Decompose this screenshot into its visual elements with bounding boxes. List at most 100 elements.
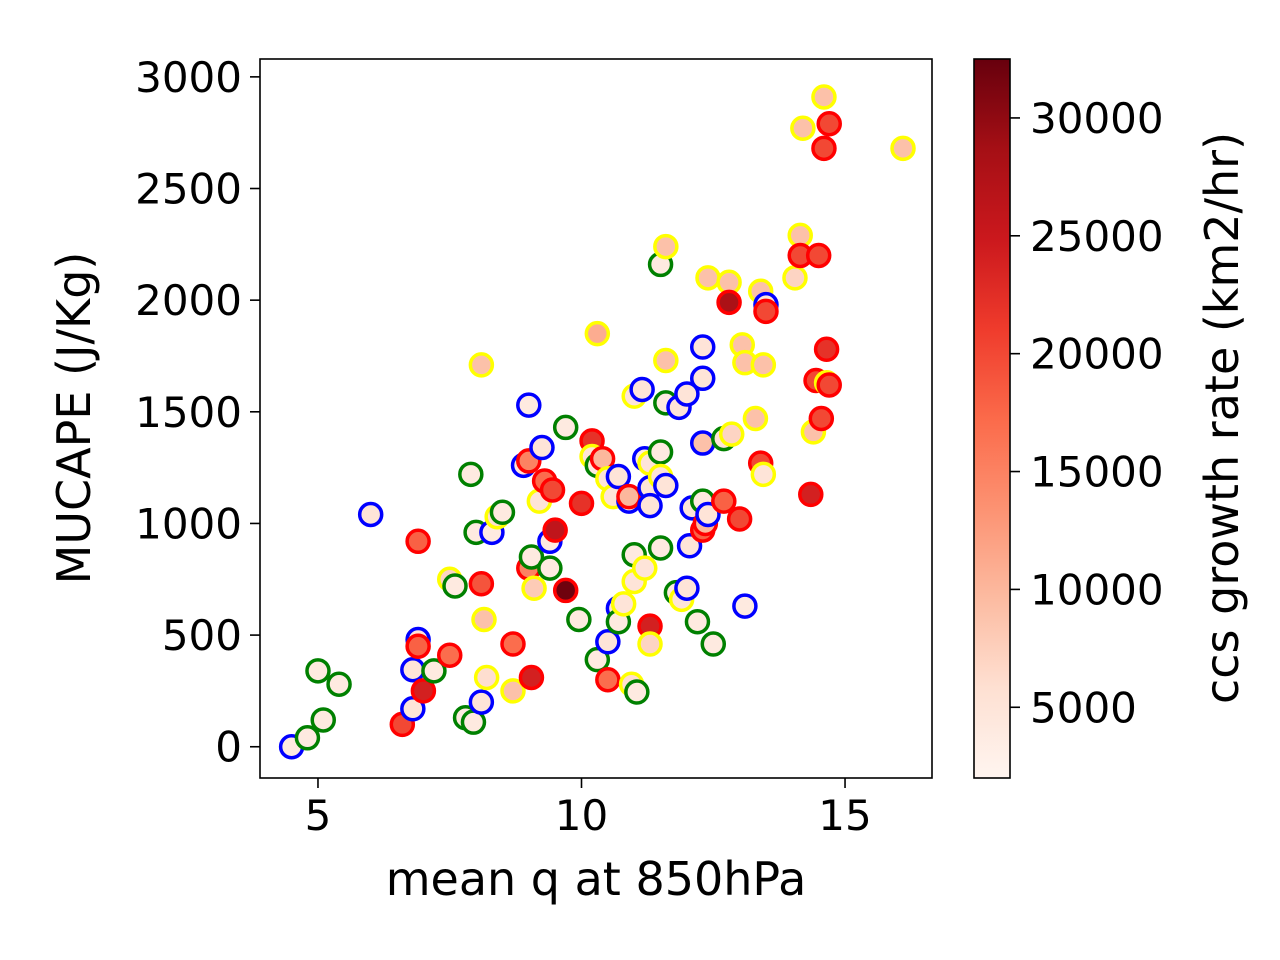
scatter-point xyxy=(653,347,679,374)
scatter-point xyxy=(473,664,500,691)
scatter-point xyxy=(695,501,721,528)
colorbar-ticks: 5000 10000 15000 20000 25000 30000 xyxy=(1010,94,1164,732)
scatter-point xyxy=(750,352,777,378)
scatter-point xyxy=(537,555,563,581)
y-axis: 0 500 1000 1500 2000 2500 3000 xyxy=(135,53,260,772)
scatter-point xyxy=(689,365,716,392)
scatter-point xyxy=(595,629,621,655)
colorbar-label: ccs growth rate (km2/hr) xyxy=(1195,132,1249,704)
scatter-point xyxy=(695,265,721,291)
scatter-point xyxy=(684,608,711,635)
scatter-point xyxy=(529,434,555,461)
y-tick-label: 0 xyxy=(215,723,242,772)
scatter-point xyxy=(400,656,426,683)
scatter-point xyxy=(357,501,384,528)
scatter-point xyxy=(674,381,700,407)
scatter-point xyxy=(310,707,336,733)
scatter-point xyxy=(750,461,777,488)
scatter-point xyxy=(782,265,808,291)
y-tick-label: 3000 xyxy=(135,53,242,102)
scatter-point xyxy=(624,679,650,705)
scatter-point xyxy=(610,591,637,617)
scatter-point xyxy=(653,472,679,499)
y-tick-label: 2000 xyxy=(135,276,242,325)
colorbar: 5000 10000 15000 20000 25000 30000 ccs growth… xyxy=(973,58,1249,779)
y-tick-label: 1500 xyxy=(135,388,242,437)
scatter-point xyxy=(632,555,658,581)
scatter-point xyxy=(637,631,663,657)
colorbar-tick-label: 15000 xyxy=(1030,448,1164,497)
scatter-point xyxy=(742,405,769,432)
x-tick-label: 5 xyxy=(305,791,332,840)
scatter-point xyxy=(436,642,463,668)
colorbar-tick-label: 20000 xyxy=(1030,330,1164,379)
scatter-point xyxy=(629,376,655,403)
scatter-point xyxy=(521,575,547,601)
scatter-point xyxy=(294,725,321,751)
scatter-point xyxy=(566,606,592,633)
y-tick-label: 500 xyxy=(162,611,242,660)
scatter-point xyxy=(813,336,840,363)
scatter-point xyxy=(405,528,431,555)
plot-area xyxy=(259,58,933,779)
scatter-point xyxy=(637,492,663,519)
scatter-point xyxy=(711,488,737,514)
scatter-point xyxy=(811,84,837,110)
scatter-point xyxy=(718,421,745,447)
colorbar-frame xyxy=(973,58,1011,779)
scatter-point xyxy=(516,392,542,418)
scatter-point xyxy=(542,517,568,543)
scatter-point xyxy=(726,506,753,532)
y-tick-label: 1000 xyxy=(135,499,242,548)
scatter-point xyxy=(568,490,595,517)
x-tick-label: 15 xyxy=(818,791,871,840)
scatter-point xyxy=(732,593,758,619)
scatter-point xyxy=(647,439,674,465)
scatter-point xyxy=(605,463,632,490)
scatter-point xyxy=(790,115,816,141)
scatter-point xyxy=(890,135,916,162)
colorbar-tick-label: 30000 xyxy=(1030,94,1164,143)
scatter-point xyxy=(552,414,579,441)
scatter-point xyxy=(584,320,611,347)
scatter-point xyxy=(716,289,742,316)
x-axis-label: mean q at 850hPa xyxy=(386,852,807,906)
scatter-point xyxy=(442,573,468,599)
plot-frame xyxy=(259,58,933,779)
scatter-point xyxy=(552,577,579,604)
scatter-point xyxy=(410,678,437,704)
scatter-point xyxy=(689,430,716,456)
scatter-point xyxy=(816,111,842,137)
scatter-point xyxy=(326,671,352,697)
scatter-point xyxy=(816,372,842,398)
scatter-point xyxy=(808,405,835,432)
colorbar-gradient xyxy=(974,59,1010,778)
y-tick-label: 2500 xyxy=(135,165,242,214)
scatter-point xyxy=(471,606,497,633)
scatter-point xyxy=(647,535,674,561)
scatter-point xyxy=(405,633,431,660)
scatter-point xyxy=(489,499,516,526)
scatter-point xyxy=(518,664,545,691)
scatter-point xyxy=(805,242,832,269)
scatter-point xyxy=(421,658,447,684)
scatter-point xyxy=(468,689,495,715)
scatter-points xyxy=(278,84,916,760)
scatter-point xyxy=(674,575,700,601)
scatter-point xyxy=(468,570,495,597)
scatter-point xyxy=(518,544,545,570)
scatter-point xyxy=(753,298,779,325)
scatter-point xyxy=(500,678,526,704)
scatter-point xyxy=(653,233,679,260)
scatter-point xyxy=(305,658,331,684)
scatter-point xyxy=(468,352,495,378)
scatter-point xyxy=(700,631,727,657)
scatter-point xyxy=(500,631,526,657)
y-axis-label: MUCAPE (J/Kg) xyxy=(47,252,101,585)
scatter-point xyxy=(595,667,621,693)
scatter-point xyxy=(811,135,837,162)
scatter-point xyxy=(689,334,716,360)
colorbar-tick-label: 5000 xyxy=(1030,683,1137,732)
colorbar-tick-label: 25000 xyxy=(1030,212,1164,261)
